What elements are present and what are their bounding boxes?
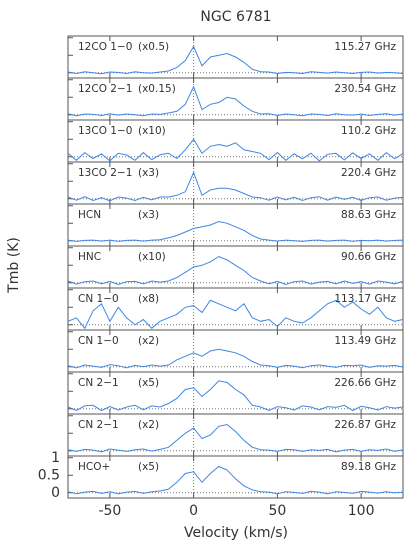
x-tick-label: 0 [189, 503, 198, 519]
line-name: HNC [78, 251, 101, 263]
x-axis-label: Velocity (km/s) [184, 525, 288, 541]
frequency: 226.87 GHz [334, 419, 396, 431]
y-tick-label: 1 [51, 450, 60, 466]
spectrum-line [67, 138, 404, 162]
scale-factor: (x2) [138, 419, 159, 431]
scale-factor: (x0.15) [138, 83, 176, 95]
scale-factor: (x8) [138, 293, 159, 305]
frequency: 226.66 GHz [334, 377, 396, 389]
spectrum-line [67, 423, 404, 453]
x-tick-label: 50 [268, 503, 286, 519]
line-name: CN 1−0 [78, 293, 119, 305]
line-name: 13CO 1−0 [78, 125, 132, 137]
line-name: HCO+ [78, 461, 110, 473]
frequency: 113.17 GHz [334, 293, 396, 305]
spectrum-line [67, 465, 404, 495]
frequency: 110.2 GHz [341, 125, 396, 137]
line-name: HCN [78, 209, 101, 221]
frequency: 89.18 GHz [341, 461, 396, 473]
line-name: CN 2−1 [78, 419, 119, 431]
scale-factor: (x0.5) [138, 41, 169, 53]
scale-factor: (x2) [138, 335, 159, 347]
line-name: 12CO 1−0 [78, 41, 132, 53]
spectrum-line [67, 380, 404, 412]
frequency: 220.4 GHz [341, 167, 396, 179]
line-name: CN 1−0 [78, 335, 119, 347]
scale-factor: (x10) [138, 125, 166, 137]
scale-factor: (x10) [138, 251, 166, 263]
spectrum-line [67, 255, 404, 286]
frequency: 113.49 GHz [334, 335, 396, 347]
spectrum-line [67, 220, 404, 242]
spectrum-line [67, 85, 404, 117]
scale-factor: (x3) [138, 209, 159, 221]
line-name: 12CO 2−1 [78, 83, 132, 95]
spectrum-line [67, 299, 404, 330]
x-tick-label: 100 [348, 503, 375, 519]
frequency: 115.27 GHz [334, 41, 396, 53]
line-name: 13CO 2−1 [78, 167, 132, 179]
scale-factor: (x5) [138, 377, 159, 389]
spectrum-line [67, 45, 404, 75]
y-tick-label: 0.5 [38, 467, 60, 483]
scale-factor: (x5) [138, 461, 159, 473]
spectrum-line [67, 348, 404, 369]
spectrum-line [67, 171, 404, 202]
scale-factor: (x3) [138, 167, 159, 179]
y-axis-label: Tmb (K) [6, 237, 22, 294]
frequency: 230.54 GHz [334, 83, 396, 95]
y-tick-label: 0 [51, 485, 60, 501]
chart-title: NGC 6781 [200, 9, 271, 25]
frequency: 90.66 GHz [341, 251, 396, 263]
x-tick-label: -50 [98, 503, 121, 519]
frequency: 88.63 GHz [341, 209, 396, 221]
panel-frame [67, 455, 404, 499]
line-name: CN 2−1 [78, 377, 119, 389]
